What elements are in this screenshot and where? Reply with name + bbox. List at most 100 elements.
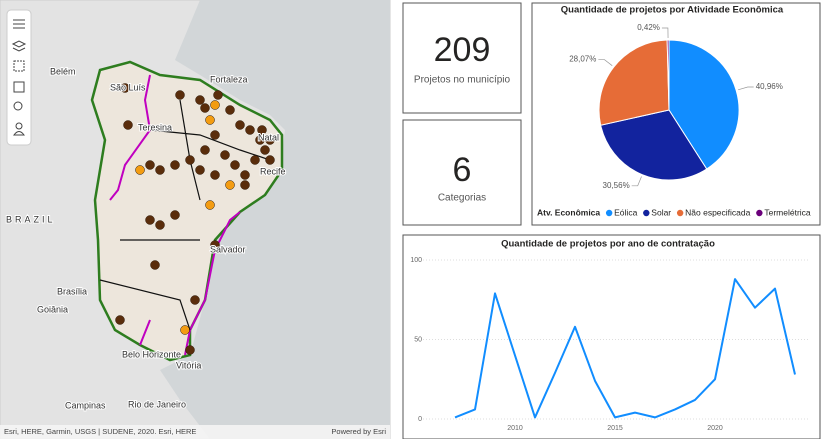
powered-by[interactable]: Powered by Esri [331,427,386,436]
map-panel: Belém São Luís Teresina Fortaleza Natal … [0,0,391,440]
project-dot [195,165,205,175]
project-dot [185,345,195,355]
card-value: 6 [453,151,472,189]
project-dot [235,120,245,130]
project-dot [145,215,155,225]
chart-title: Quantidade de projetos por ano de contra… [501,239,715,250]
project-dot [240,180,250,190]
boundary-lines [109,74,241,356]
x-tick-label: 2020 [707,425,723,432]
y-tick-label: 50 [414,336,422,343]
card-label: Projetos no município [414,75,511,86]
project-dot [150,260,160,270]
legend-button[interactable] [13,60,25,72]
project-dot [210,170,220,180]
pie-chart: 40,96% 30,56% 28,07% 0,42% [569,23,783,190]
card-label: Categorias [438,193,486,204]
project-dot [220,150,230,160]
card [402,119,522,226]
project-dot [200,103,210,113]
project-dot [265,155,275,165]
select-button[interactable] [13,81,25,93]
project-dot [115,315,125,325]
attribution-bar [0,425,390,439]
project-dot [185,155,195,165]
layers-button[interactable] [11,40,27,52]
toolbar [6,9,32,146]
pie-slice [600,109,708,181]
map-label: Recife [260,166,286,176]
map-label: Belo Horizonte [122,349,181,359]
data-label: 40,96% [756,82,783,91]
leader-line [598,59,613,66]
leader-line [738,86,754,91]
legend-swatch [643,209,650,217]
legend-label: Não especificada [685,207,750,217]
project-dot [257,125,267,135]
map-labels: Belém São Luís Teresina Fortaleza Natal … [5,65,287,411]
line-series [454,278,796,419]
project-dot [225,105,235,115]
chart-title: Quantidade de projetos por Atividade Eco… [561,5,784,16]
legend-swatch [756,209,763,217]
leader-line [631,176,642,187]
project-dot [195,95,205,105]
project-dot [260,145,270,155]
locate-button[interactable] [15,122,23,130]
project-dot [155,220,165,230]
map-label: Vitória [176,360,201,370]
card [402,2,522,114]
map-label: São Luís [110,82,146,92]
project-dot [155,165,165,175]
project-dot [170,210,180,220]
project-dot [213,90,223,100]
project-dot [210,130,220,140]
legend-swatch [605,209,613,217]
leader-line [661,27,669,39]
data-label: 30,56% [603,181,630,190]
project-dot [123,120,133,130]
map-toolbar [6,9,32,146]
y-tick-label: 0 [418,416,422,423]
project-dot [250,155,260,165]
menu-button[interactable] [13,19,25,29]
map-label: Teresina [138,122,172,132]
project-dot [255,135,265,145]
map-label: Campinas [65,400,106,410]
project-dot [205,115,215,125]
project-dot [240,170,250,180]
project-dot [135,165,145,175]
project-dot [225,180,235,190]
legend-label: Termelétrica [764,207,811,217]
project-dot [245,125,255,135]
project-dot [210,240,220,250]
map-label: Salvador [210,244,246,254]
legend: Atv. Econômica Eólica Solar Não especificad… [537,207,811,217]
card-value: 209 [434,31,491,69]
line-panel [402,234,821,440]
map-label: BRAZIL [6,214,56,224]
data-label: 0,42% [637,23,660,32]
x-tick-label: 2015 [607,425,623,432]
project-dot [230,160,240,170]
project-dot [180,325,190,335]
project-dot [120,83,130,93]
project-dot [265,135,275,145]
y-tick-label: 100 [410,257,422,264]
search-button[interactable] [13,101,23,111]
project-dots [115,83,275,355]
legend-title: Atv. Econômica [537,207,600,217]
ocean [160,0,390,439]
project-dot [205,200,215,210]
legend-label: Solar [651,207,671,217]
map-label: Goiânia [37,304,68,314]
line-chart: 0 50 100 2010 2015 2020 [410,257,810,432]
project-dot [145,160,155,170]
legend-swatch [676,209,684,217]
map-label: Brasília [57,286,87,296]
attribution: Esri, HERE, Garmin, USGS | SUDENE, 2020.… [4,427,196,436]
x-tick-label: 2010 [507,425,523,432]
map-label: Natal [258,132,279,142]
data-label: 28,07% [569,55,596,64]
